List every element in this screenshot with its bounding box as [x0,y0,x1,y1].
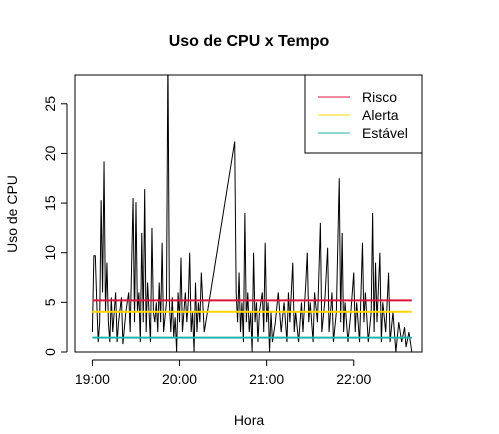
legend-label: Risco [362,89,397,105]
x-tick-label: 22:00 [336,371,371,387]
y-tick-label: 25 [42,96,58,112]
legend-label: Alerta [362,107,399,123]
y-tick-label: 20 [42,145,58,161]
y-tick-label: 0 [42,348,58,356]
plot-area [91,75,413,352]
legend-label: Estável [362,125,408,141]
x-tick-label: 20:00 [162,371,197,387]
x-tick-label: 19:00 [75,371,110,387]
y-tick-label: 5 [42,298,58,306]
y-axis-label: Uso de CPU [4,175,20,253]
plot-frame [74,74,423,353]
chart-title: Uso de CPU x Tempo [169,33,330,50]
y-tick-label: 10 [42,245,58,261]
x-axis-label: Hora [234,412,265,428]
x-tick-label: 21:00 [249,371,284,387]
legend-box [304,74,423,154]
cpu-line [91,75,413,352]
y-tick-label: 15 [42,195,58,211]
